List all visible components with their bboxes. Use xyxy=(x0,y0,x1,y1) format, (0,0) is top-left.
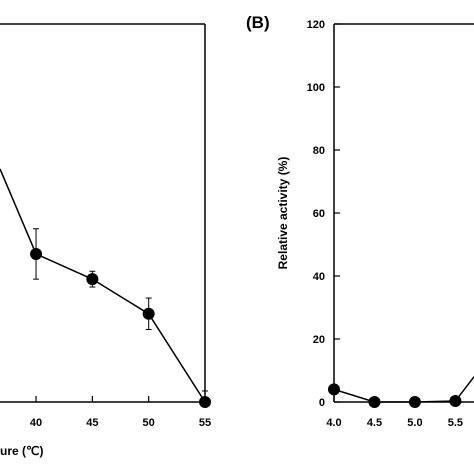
panel-b-y-tick-label: 80 xyxy=(313,145,325,157)
panel-b-y-tick-label: 40 xyxy=(313,271,325,283)
panel-b-y-axis-label: Relative activity (%) xyxy=(276,157,290,270)
panel-a-data-point xyxy=(199,396,211,408)
panel-a-x-ticks: 40 45 50 55 xyxy=(30,396,211,429)
panel-b-label: (B) xyxy=(246,13,270,32)
panel-a-series-line xyxy=(0,168,206,403)
panel-b-x-tick-label: 4.5 xyxy=(367,417,382,429)
panel-b-data-point xyxy=(408,396,421,408)
panel-a: 40 45 50 55 ure (℃) xyxy=(0,23,211,458)
panel-a-data-point xyxy=(30,247,43,260)
panel-a-x-tick-label: 40 xyxy=(30,417,42,429)
panel-b-y-tick-label: 0 xyxy=(319,397,325,409)
panel-a-data-point xyxy=(142,307,155,320)
panel-b-x-tick-label: 5.5 xyxy=(448,417,463,429)
panel-b: (B) 0 20 40 60 80 100 120 4.0 4.5 5.0 5.5 Relativ… xyxy=(246,13,474,429)
panel-b-series xyxy=(328,376,474,408)
panel-a-series xyxy=(0,168,211,408)
panel-a-x-axis-label: ure (℃) xyxy=(0,444,43,458)
panel-b-x-tick-label: 5.0 xyxy=(407,417,422,429)
panel-a-x-tick-label: 50 xyxy=(143,417,155,429)
panel-b-y-tick-label: 120 xyxy=(307,19,325,31)
panel-a-x-tick-label: 55 xyxy=(199,417,211,429)
panel-b-y-tick-label: 20 xyxy=(313,334,325,346)
panel-b-data-point xyxy=(449,395,462,408)
panel-b-data-point xyxy=(368,396,381,408)
panel-b-y-ticks: 0 20 40 60 80 100 120 xyxy=(307,19,340,409)
panel-b-x-tick-label: 4.0 xyxy=(326,417,341,429)
panel-a-x-tick-label: 45 xyxy=(86,417,98,429)
panel-b-data-point xyxy=(328,383,340,396)
panel-b-y-tick-label: 100 xyxy=(307,82,325,94)
panel-a-data-point xyxy=(86,273,99,286)
panel-b-y-tick-label: 60 xyxy=(313,208,325,220)
